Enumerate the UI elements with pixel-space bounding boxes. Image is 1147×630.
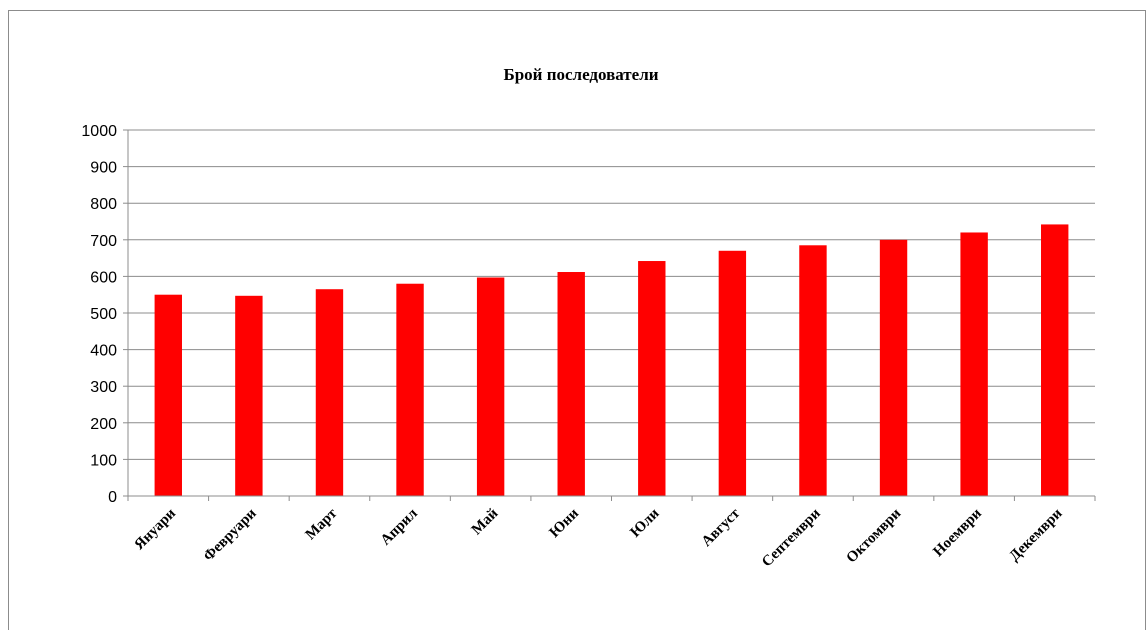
x-tick-label: Ноември [930, 505, 985, 560]
bars [154, 224, 1069, 497]
x-tick-label: Септември [759, 505, 824, 570]
y-axis: 0 100 200 300 400 500 600 700 800 900 1000 [81, 123, 129, 506]
bar [154, 294, 182, 496]
y-tick-label: 900 [90, 160, 117, 177]
bar [879, 239, 908, 497]
y-tick-label: 200 [90, 416, 117, 433]
y-tick-label: 700 [90, 233, 117, 250]
x-axis: Януари Февруари Март Април Май Юни Юли Август Се… [127, 495, 1096, 570]
x-tick-label: Декември [1007, 505, 1066, 564]
y-tick-label: 1000 [81, 123, 117, 140]
bar [315, 289, 344, 496]
y-tick-label: 600 [90, 269, 117, 286]
bar [718, 250, 747, 496]
x-tick-label: Април [378, 505, 421, 548]
x-tick-label: Януари [132, 505, 180, 553]
y-tick-label: 800 [90, 196, 117, 213]
x-tick-label: Юли [627, 505, 662, 540]
y-tick-label: 0 [108, 489, 117, 506]
bar [960, 232, 988, 497]
chart-title: Брой последователи [503, 65, 658, 84]
y-tick-label: 500 [90, 306, 117, 323]
x-tick-label: Октомври [844, 505, 905, 566]
bar [557, 272, 585, 496]
x-tick-label: Март [303, 505, 341, 543]
x-tick-label: Август [699, 505, 744, 550]
bar [235, 295, 263, 496]
y-tick-label: 100 [90, 452, 117, 469]
bar [638, 261, 666, 496]
bar [1041, 224, 1069, 497]
y-tick-label: 400 [90, 343, 117, 360]
bar [396, 283, 424, 496]
y-tick-label: 300 [90, 379, 117, 396]
bar [476, 277, 505, 496]
x-tick-label: Февруари [201, 505, 260, 564]
x-tick-label: Юни [547, 505, 583, 541]
x-tick-label: Май [469, 505, 502, 538]
gridlines [128, 129, 1095, 460]
bar [799, 245, 827, 496]
